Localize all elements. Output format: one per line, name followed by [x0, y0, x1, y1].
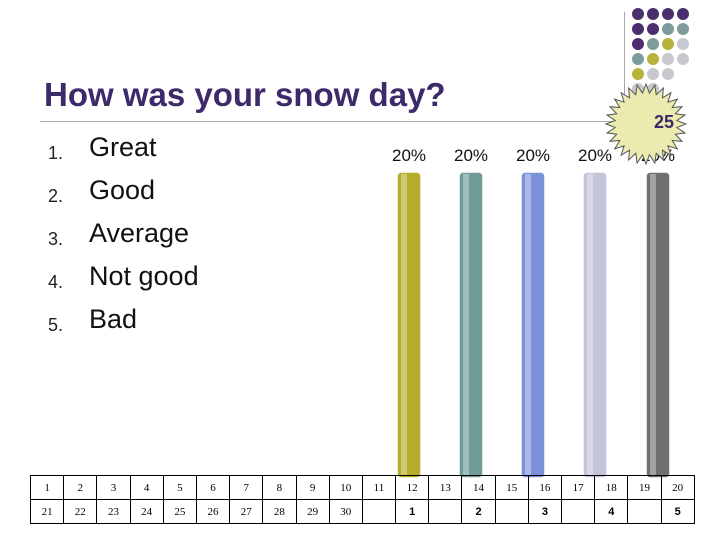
bar-highlight — [650, 174, 656, 476]
keypad-cell: 10 — [328, 475, 363, 500]
keypad-row: 1 2 3 4 5 6 7 8 9 10 11 12 13 14 15 16 17 18 19 20 — [29, 475, 695, 500]
decor-dot — [647, 8, 659, 20]
bar-1 — [396, 171, 422, 479]
keypad-cell: 24 — [129, 499, 164, 524]
keypad-cell: 6 — [195, 475, 231, 500]
option-label: Good — [89, 175, 156, 205]
decor-dot — [647, 38, 659, 50]
keypad-cell: 14 — [461, 475, 496, 500]
bar-percent-label: 20% — [453, 146, 489, 165]
keypad-cell: 17 — [560, 475, 596, 500]
bar-highlight — [587, 174, 593, 476]
keypad-cell: 8 — [262, 475, 297, 500]
decor-dot — [647, 68, 659, 80]
decor-dot — [632, 53, 644, 65]
keypad-cell: 22 — [63, 499, 98, 524]
keypad-cell: 3 — [96, 475, 131, 500]
keypad-cell: 29 — [295, 499, 330, 524]
option-number: 1. — [48, 143, 64, 163]
keypad-cell: 2 — [461, 499, 496, 524]
title-divider — [40, 121, 622, 122]
keypad-cell: 1 — [395, 499, 430, 524]
bar-3 — [520, 171, 546, 479]
keypad-cell: 9 — [295, 475, 330, 500]
bar-2 — [458, 171, 484, 479]
bar-highlight — [401, 174, 407, 476]
option-label: Not good — [89, 261, 199, 291]
keypad-cell: 28 — [262, 499, 297, 524]
keypad-cell: 5 — [162, 475, 197, 500]
bar-5 — [645, 171, 671, 479]
option-number: 2. — [48, 186, 64, 206]
keypad-cell: 12 — [395, 475, 430, 500]
bar-percent-label: 20% — [391, 146, 427, 165]
keypad-cell: 23 — [96, 499, 131, 524]
vertical-divider — [624, 12, 625, 140]
countdown-timer: 25 — [653, 112, 675, 132]
option-label: Bad — [89, 304, 138, 334]
option-label: Average — [89, 218, 190, 248]
keypad-cell: 4 — [129, 475, 164, 500]
keypad-cell: 4 — [594, 499, 629, 524]
keypad-cell — [627, 499, 662, 524]
keypad-cell: 3 — [527, 499, 563, 524]
bar-percent-label: 20% — [515, 146, 551, 165]
decor-dot — [677, 53, 689, 65]
keypad-row: 21 22 23 24 25 26 27 28 29 30 1 2 3 4 5 — [29, 499, 695, 524]
keypad-cell: 11 — [361, 475, 397, 500]
keypad-cell: 21 — [29, 499, 65, 524]
option-label: Great — [89, 132, 157, 162]
keypad-cell: 7 — [229, 475, 264, 500]
keypad-cell: 20 — [660, 475, 695, 500]
decor-dot — [632, 23, 644, 35]
decor-dot — [632, 68, 644, 80]
keypad-cell: 2 — [63, 475, 98, 500]
keypad-cell: 25 — [162, 499, 197, 524]
keypad-cell: 19 — [627, 475, 662, 500]
decor-dot — [662, 38, 674, 50]
decor-dot — [632, 8, 644, 20]
decor-dot — [662, 23, 674, 35]
keypad-cell — [560, 499, 596, 524]
keypad-cell: 13 — [428, 475, 463, 500]
bar-4 — [582, 171, 608, 479]
keypad-cell: 16 — [527, 475, 563, 500]
keypad-cell: 27 — [229, 499, 264, 524]
slide-title: How was your snow day? — [44, 76, 446, 113]
decor-dot — [662, 8, 674, 20]
keypad-cell: 26 — [195, 499, 231, 524]
decor-dot — [632, 38, 644, 50]
keypad-cell — [361, 499, 397, 524]
keypad-cell: 15 — [494, 475, 529, 500]
decor-dot — [677, 8, 689, 20]
decor-dot — [677, 23, 689, 35]
countdown-burst-icon — [604, 82, 688, 166]
keypad-cell — [494, 499, 529, 524]
keypad-cell: 1 — [29, 475, 65, 500]
bar-highlight — [525, 174, 531, 476]
keypad-response-grid: 1 2 3 4 5 6 7 8 9 10 11 12 13 14 15 16 17 18 19 20 21 22 23 24 2… — [29, 475, 695, 524]
decor-dot — [647, 23, 659, 35]
keypad-cell — [428, 499, 463, 524]
decor-dot — [662, 68, 674, 80]
option-number: 3. — [48, 229, 64, 249]
decor-dot — [677, 38, 689, 50]
option-number: 5. — [48, 315, 64, 335]
option-number: 4. — [48, 272, 64, 292]
bar-percent-label: 20% — [577, 146, 613, 165]
keypad-cell: 5 — [660, 499, 695, 524]
decor-dot — [662, 53, 674, 65]
keypad-cell: 30 — [328, 499, 363, 524]
keypad-cell: 18 — [594, 475, 629, 500]
bar-highlight — [463, 174, 469, 476]
decor-dot — [647, 53, 659, 65]
